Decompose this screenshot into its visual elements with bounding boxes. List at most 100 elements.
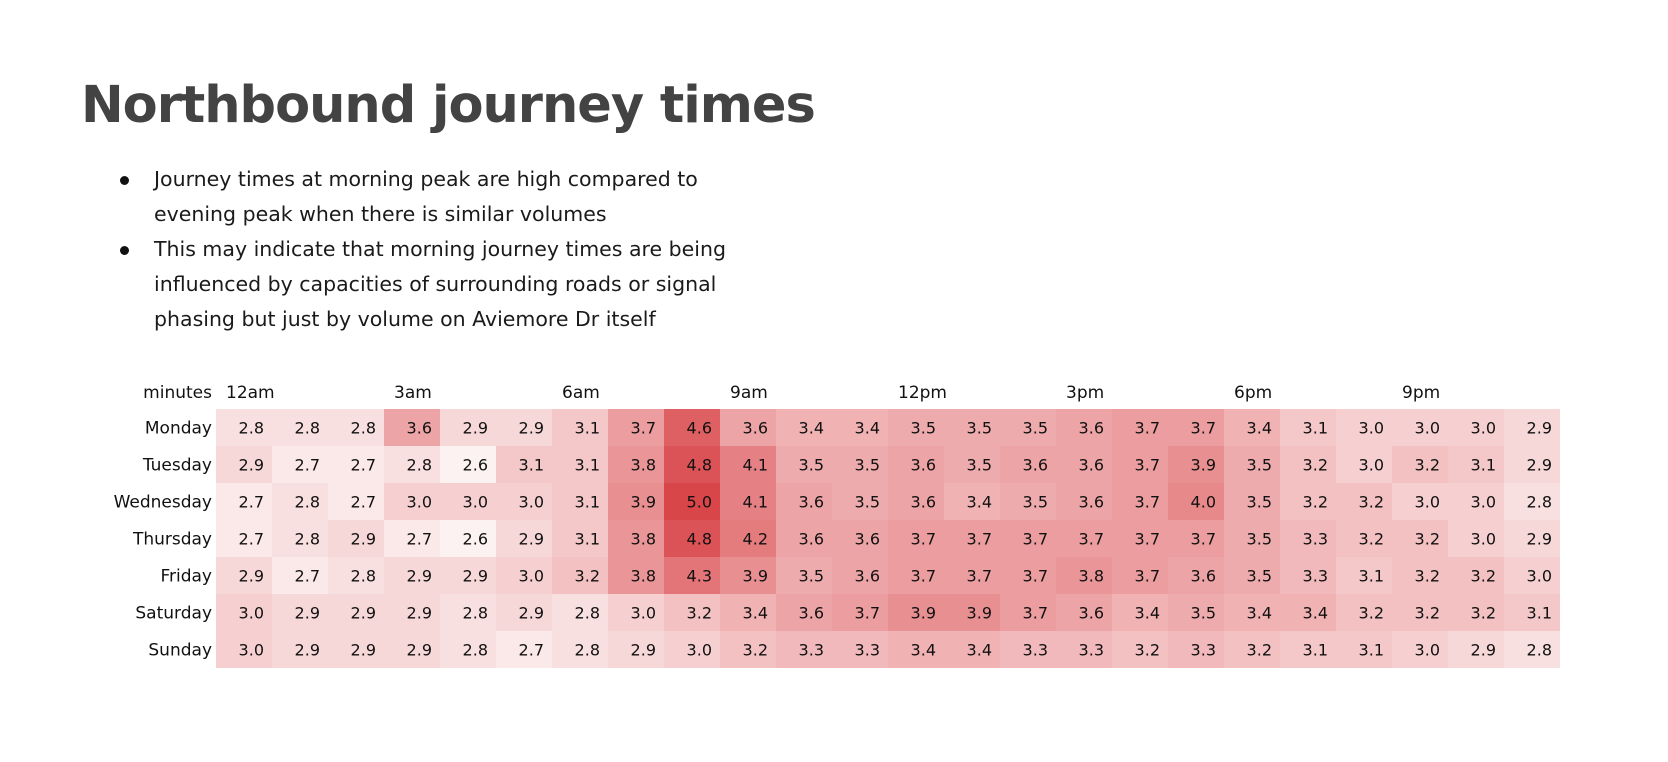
heatmap-cell [272,409,328,446]
heatmap-cell [216,631,272,668]
heatmap-cell [328,446,384,483]
heatmap-cell [608,409,664,446]
heatmap-cell [1504,557,1560,594]
cell-value: 3.5 [1247,567,1272,586]
cell-value: 3.1 [575,419,600,438]
heatmap-cell [384,483,440,520]
heatmap-cell [608,483,664,520]
bullet-text: This may indicate that morning journey t… [154,237,726,331]
heatmap-cell [328,520,384,557]
x-tick-label: 3pm [1066,383,1104,403]
cell-value: 3.7 [1191,530,1216,549]
heatmap-cell [664,520,720,557]
heatmap-cell [272,557,328,594]
heatmap-cell [1224,520,1280,557]
heatmap-cell [1056,520,1112,557]
heatmap-cell [328,594,384,631]
cell-value: 3.4 [1247,604,1272,623]
heatmap-cell [776,520,832,557]
cell-value: 4.3 [687,567,712,586]
heatmap-cell [1392,446,1448,483]
heatmap-cell [1224,594,1280,631]
cell-value: 3.5 [1247,530,1272,549]
cell-value: 2.7 [295,456,320,475]
cell-value: 3.7 [911,567,936,586]
heatmap-cell [664,446,720,483]
cell-value: 3.0 [519,567,544,586]
cell-value: 3.7 [911,530,936,549]
heatmap-cell [1448,594,1504,631]
cell-value: 3.6 [1079,419,1104,438]
cell-value: 3.5 [799,567,824,586]
cell-value: 3.0 [407,493,432,512]
cell-value: 2.9 [239,567,264,586]
cell-value: 4.1 [743,456,768,475]
cell-value: 3.7 [1135,493,1160,512]
cell-value: 3.7 [1135,456,1160,475]
cell-value: 2.8 [575,641,600,660]
cell-value: 3.5 [855,493,880,512]
cell-value: 2.9 [1471,641,1496,660]
cell-value: 4.8 [687,456,712,475]
cell-value: 2.8 [239,419,264,438]
cell-value: 2.8 [463,641,488,660]
cell-value: 3.7 [1135,567,1160,586]
cell-value: 3.4 [911,641,936,660]
heatmap-cell [1336,409,1392,446]
cell-value: 3.6 [407,419,432,438]
cell-value: 3.3 [1023,641,1048,660]
cell-value: 3.5 [1023,493,1048,512]
heatmap-cell [608,446,664,483]
heatmap-cell [1504,594,1560,631]
cell-value: 3.3 [1191,641,1216,660]
cell-value: 3.1 [575,530,600,549]
cell-value: 3.7 [967,530,992,549]
heatmap-cell [552,631,608,668]
cell-value: 2.8 [351,567,376,586]
cell-value: 3.7 [1023,604,1048,623]
heatmap-cell [776,409,832,446]
cell-value: 2.8 [1527,641,1552,660]
heatmap-cell [720,520,776,557]
heatmap-cell [664,409,720,446]
x-tick-label: 6am [562,383,600,403]
heatmap-cell [1168,594,1224,631]
cell-value: 3.1 [575,493,600,512]
cell-value: 3.9 [631,493,656,512]
cell-value: 3.3 [1303,530,1328,549]
cell-value: 2.8 [295,530,320,549]
cell-value: 3.2 [1415,530,1440,549]
heatmap-cell [1112,483,1168,520]
cell-value: 3.9 [1191,456,1216,475]
cell-value: 3.9 [911,604,936,623]
cell-value: 2.9 [631,641,656,660]
cell-value: 3.5 [967,419,992,438]
cell-value: 2.7 [239,530,264,549]
cell-value: 3.6 [799,493,824,512]
heatmap-cell [1448,483,1504,520]
heatmap-cell [1280,483,1336,520]
heatmap-cell [1056,409,1112,446]
heatmap-cell [328,631,384,668]
heatmap-cell [328,483,384,520]
heatmap-cell [1504,520,1560,557]
cell-value: 3.4 [967,641,992,660]
cell-value: 3.0 [1359,419,1384,438]
heatmap-cell [1056,557,1112,594]
heatmap-cell [1448,557,1504,594]
heatmap-cell [440,557,496,594]
cell-value: 4.2 [743,530,768,549]
heatmap-cell [720,594,776,631]
heatmap-cell [1280,446,1336,483]
cell-value: 3.6 [855,530,880,549]
cell-value: 2.8 [407,456,432,475]
cell-value: 3.0 [1471,419,1496,438]
cell-value: 3.0 [239,641,264,660]
heatmap-cell [1224,446,1280,483]
heatmap-cell [1448,409,1504,446]
cell-value: 2.7 [407,530,432,549]
day-label: Tuesday [142,456,212,476]
cell-value: 5.0 [687,493,712,512]
heatmap-cell [440,594,496,631]
cell-value: 3.7 [631,419,656,438]
